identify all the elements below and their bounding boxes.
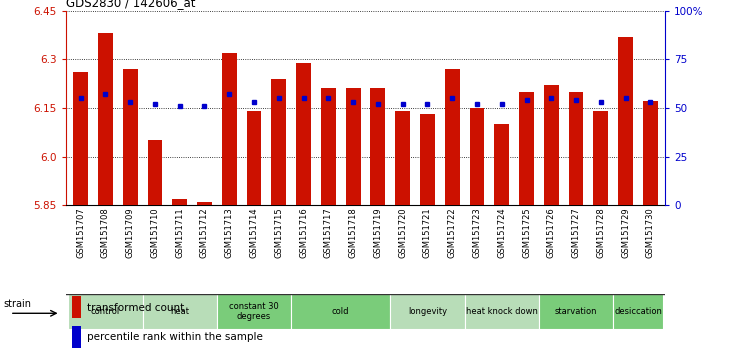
Text: percentile rank within the sample: percentile rank within the sample xyxy=(87,332,262,342)
Text: longevity: longevity xyxy=(408,307,447,316)
Bar xyxy=(444,69,460,205)
Bar xyxy=(618,36,633,205)
Bar xyxy=(469,108,485,205)
Text: cold: cold xyxy=(332,307,349,316)
Text: GSM151727: GSM151727 xyxy=(572,207,580,258)
Text: GSM151713: GSM151713 xyxy=(224,207,234,258)
Bar xyxy=(321,88,336,205)
Text: GSM151717: GSM151717 xyxy=(324,207,333,258)
Bar xyxy=(123,69,137,205)
Bar xyxy=(539,294,613,329)
Text: GSM151725: GSM151725 xyxy=(522,207,531,258)
Bar xyxy=(291,294,390,329)
Text: control: control xyxy=(91,307,120,316)
Bar xyxy=(395,111,410,205)
Text: GSM151718: GSM151718 xyxy=(349,207,357,258)
Bar xyxy=(173,199,187,205)
Bar xyxy=(613,294,663,329)
Text: heat: heat xyxy=(170,307,189,316)
Bar xyxy=(544,85,558,205)
Text: GSM151715: GSM151715 xyxy=(274,207,284,258)
Text: GSM151712: GSM151712 xyxy=(200,207,209,258)
Bar xyxy=(68,294,143,329)
Text: GSM151722: GSM151722 xyxy=(447,207,457,258)
Text: GSM151720: GSM151720 xyxy=(398,207,407,258)
Text: GSM151723: GSM151723 xyxy=(472,207,482,258)
Bar xyxy=(217,294,291,329)
Text: GSM151719: GSM151719 xyxy=(374,207,382,258)
Text: heat knock down: heat knock down xyxy=(466,307,538,316)
Bar xyxy=(73,72,88,205)
Text: GSM151709: GSM151709 xyxy=(126,207,135,258)
Bar xyxy=(519,92,534,205)
Text: GDS2830 / 142606_at: GDS2830 / 142606_at xyxy=(66,0,195,10)
Bar xyxy=(271,79,287,205)
Text: GSM151728: GSM151728 xyxy=(596,207,605,258)
Bar xyxy=(148,141,162,205)
Text: GSM151724: GSM151724 xyxy=(497,207,507,258)
Text: GSM151730: GSM151730 xyxy=(646,207,655,258)
Text: GSM151729: GSM151729 xyxy=(621,207,630,258)
Bar xyxy=(296,63,311,205)
Bar xyxy=(346,88,360,205)
Bar xyxy=(98,33,113,205)
Text: GSM151710: GSM151710 xyxy=(151,207,159,258)
Bar xyxy=(143,294,217,329)
Text: GSM151714: GSM151714 xyxy=(249,207,259,258)
Bar xyxy=(371,88,385,205)
Text: GSM151716: GSM151716 xyxy=(299,207,308,258)
Bar xyxy=(390,294,465,329)
Text: GSM151707: GSM151707 xyxy=(76,207,85,258)
Bar xyxy=(72,326,80,348)
Bar xyxy=(221,53,237,205)
Bar xyxy=(494,124,510,205)
Text: constant 30
degrees: constant 30 degrees xyxy=(229,302,279,321)
Bar xyxy=(197,202,212,205)
Bar xyxy=(643,102,658,205)
Bar xyxy=(465,294,539,329)
Text: strain: strain xyxy=(3,299,31,309)
Text: GSM151721: GSM151721 xyxy=(423,207,432,258)
Bar xyxy=(72,296,80,318)
Text: GSM151711: GSM151711 xyxy=(175,207,184,258)
Text: desiccation: desiccation xyxy=(614,307,662,316)
Bar xyxy=(246,111,262,205)
Text: transformed count: transformed count xyxy=(87,303,184,313)
Text: GSM151708: GSM151708 xyxy=(101,207,110,258)
Bar xyxy=(569,92,583,205)
Text: GSM151726: GSM151726 xyxy=(547,207,556,258)
Bar xyxy=(594,111,608,205)
Text: starvation: starvation xyxy=(555,307,597,316)
Bar xyxy=(420,114,435,205)
